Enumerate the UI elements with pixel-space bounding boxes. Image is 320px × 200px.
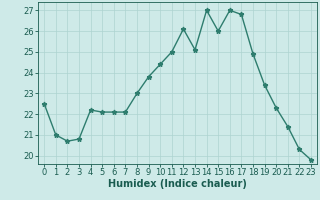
X-axis label: Humidex (Indice chaleur): Humidex (Indice chaleur) [108, 179, 247, 189]
